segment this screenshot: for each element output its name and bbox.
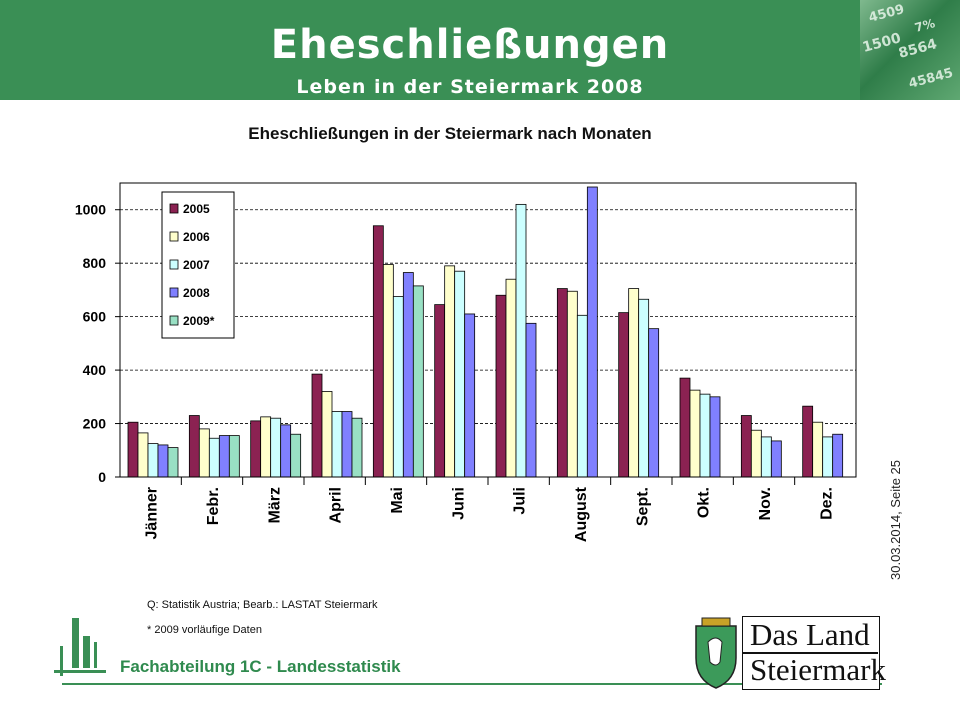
x-tick-label: Okt. (696, 487, 713, 518)
y-tick-label: 400 (83, 362, 107, 378)
x-tick-label: August (573, 486, 590, 542)
bar-2005-6 (495, 294, 507, 478)
x-tick-label: Jänner (144, 487, 161, 539)
bar-2005-8 (618, 312, 630, 478)
bar-2009-0 (167, 447, 179, 478)
legend-swatch (169, 315, 179, 326)
x-tick-label: März (266, 487, 283, 523)
x-tick-label: Dez. (818, 487, 835, 520)
bar-2005-5 (434, 304, 446, 478)
x-tick-label: Juli (512, 487, 529, 515)
x-tick-label: Febr. (205, 487, 222, 525)
bar-2006-7 (566, 290, 578, 478)
bar-2008-3 (341, 411, 353, 478)
bar-2008-1 (218, 435, 230, 478)
y-tick-label: 200 (83, 416, 107, 432)
y-tick-label: 800 (83, 255, 107, 271)
bar-2007-5 (454, 270, 466, 478)
bar-2006-4 (382, 264, 394, 478)
bar-2006-9 (689, 389, 701, 478)
y-tick-label: 1000 (75, 202, 106, 218)
legend-swatch (169, 259, 179, 270)
statistics-logo-icon (54, 618, 106, 676)
x-tick-label: Nov. (757, 487, 774, 520)
bar-2008-0 (157, 444, 169, 478)
legend-swatch (169, 287, 179, 298)
legend-label: 2007 (183, 258, 210, 272)
legend-label: 2008 (183, 286, 210, 300)
bar-2008-9 (709, 396, 721, 478)
bar-chart: 0 200 400 600 800 1000 Jänner Febr. März April Mai… (75, 182, 857, 542)
bar-2009-3 (351, 417, 363, 478)
bar-2009-1 (228, 435, 240, 478)
source-note: Q: Statistik Austria; Bearb.: LASTAT Ste… (147, 599, 378, 611)
bar-2006-1 (198, 428, 210, 478)
header-bar (0, 0, 860, 100)
bar-2006-2 (260, 416, 272, 478)
bar-2006-8 (628, 288, 640, 478)
svg-text:7%: 7% (913, 16, 936, 35)
y-tick-label: 0 (98, 469, 106, 485)
bar-2009-4 (412, 285, 424, 478)
x-tick-label: Sept. (634, 487, 651, 526)
bar-2006-6 (505, 278, 517, 478)
y-tick-label: 600 (83, 309, 107, 325)
bar-2008-8 (648, 328, 660, 478)
legend-swatch (169, 203, 179, 214)
bar-2005-7 (556, 288, 568, 478)
bar-2006-5 (444, 265, 456, 478)
bar-2005-1 (188, 415, 200, 478)
land-logo-line1: Das Land (750, 617, 870, 652)
bar-2007-6 (515, 203, 527, 478)
bar-2006-11 (812, 421, 824, 478)
bar-2005-4 (372, 225, 384, 478)
page-title: Eheschließungen (270, 22, 670, 68)
bar-2007-0 (147, 443, 159, 478)
x-tick-label: Mai (389, 487, 406, 514)
bar-2008-7 (586, 186, 598, 478)
legend-label: 2006 (183, 230, 210, 244)
bar-2008-2 (280, 424, 292, 478)
bar-2007-2 (270, 417, 282, 478)
date-page-label: 30.03.2014, Seite 25 (888, 460, 903, 580)
bar-2005-2 (250, 420, 262, 478)
bar-2008-5 (464, 313, 476, 478)
plot-area (119, 182, 857, 478)
page-subtitle: Leben in der Steiermark 2008 (296, 76, 644, 98)
bar-2008-10 (770, 440, 782, 478)
bar-2005-11 (802, 405, 814, 478)
legend-label: 2005 (183, 202, 210, 216)
bar-2008-4 (402, 272, 414, 478)
header-numbers-image: 4509 1500 8564 45845 7% (860, 0, 960, 100)
bar-2007-8 (638, 298, 650, 478)
bar-2009-2 (290, 433, 302, 478)
footnote: * 2009 vorläufige Daten (147, 624, 262, 636)
bar-2006-0 (137, 432, 149, 478)
bar-2006-10 (750, 429, 762, 478)
bar-2007-7 (576, 314, 588, 478)
x-tick-label: April (328, 487, 345, 523)
bar-2005-0 (127, 421, 139, 478)
bar-2008-11 (832, 433, 844, 478)
bar-2007-4 (392, 296, 404, 478)
bar-2005-3 (311, 373, 323, 478)
bar-2007-11 (822, 436, 834, 478)
bar-2007-9 (699, 393, 711, 478)
chart-title: Eheschließungen in der Steiermark nach M… (248, 124, 652, 143)
legend-label: 2009* (183, 314, 215, 328)
bar-2007-10 (760, 436, 772, 478)
x-tick-label: Juni (450, 487, 467, 520)
bar-2006-3 (321, 391, 333, 478)
land-logo-line2: Steiermark (750, 652, 887, 687)
coat-of-arms-icon (695, 617, 737, 689)
bar-2007-1 (208, 437, 220, 478)
bar-2008-6 (525, 322, 537, 478)
legend-swatch (169, 231, 179, 242)
bar-2007-3 (331, 411, 343, 478)
footer-divider (62, 683, 882, 685)
department-label: Fachabteilung 1C - Landesstatistik (120, 657, 401, 676)
land-logo-separator (742, 652, 878, 654)
bar-2005-10 (740, 415, 752, 478)
bar-2005-9 (679, 377, 691, 478)
